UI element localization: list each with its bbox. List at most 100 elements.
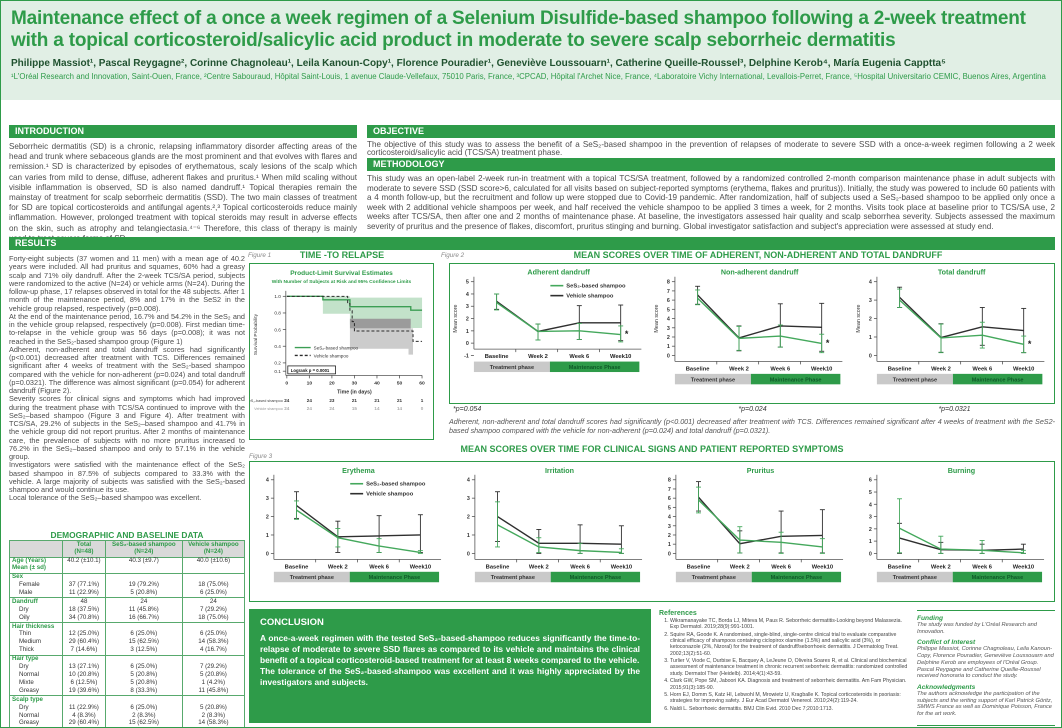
- svg-text:SeS₂-based shampoo: SeS₂-based shampoo: [250, 399, 283, 403]
- svg-text:2: 2: [667, 335, 670, 341]
- svg-text:4: 4: [467, 478, 470, 484]
- svg-text:*: *: [1028, 339, 1032, 349]
- affiliations-line: ¹L'Oréal Research and Innovation, Saint-…: [11, 71, 1046, 81]
- svg-text:0: 0: [285, 380, 288, 386]
- svg-text:Treatment phase: Treatment phase: [691, 377, 735, 383]
- table-row: Normal 4 (8.3%) 2 (8.3%) 2 (8.3%): [9, 712, 246, 720]
- figure3-header: MEAN SCORES OVER TIME FOR CLINICAL SIGNS…: [460, 444, 844, 454]
- svg-text:1.0: 1.0: [274, 294, 281, 299]
- chart-adherent-dandruff: Adherent dandruff 5 4 3 2 1 0 -1 Baseline Week 2 W…: [450, 264, 651, 403]
- svg-text:With Number of Subjects at Ris: With Number of Subjects at Risk and 95% …: [272, 279, 412, 285]
- pvalue-total: *p=0.0321: [938, 406, 971, 413]
- svg-text:5: 5: [667, 307, 670, 313]
- svg-text:6: 6: [667, 298, 670, 304]
- svg-text:0.1: 0.1: [274, 369, 281, 374]
- svg-text:Mean score: Mean score: [856, 305, 862, 333]
- pvalue-adherent: *p=0.054: [453, 406, 482, 413]
- svg-text:Irritation: Irritation: [545, 467, 574, 475]
- svg-text:20: 20: [329, 380, 335, 386]
- table-row: Normal 10 (20.8%) 5 (20.8%) 5 (20.8%): [9, 671, 246, 680]
- svg-text:Week10: Week10: [410, 564, 431, 570]
- figure3-label: Figure 3: [249, 453, 273, 460]
- authors-line: Philippe Massiot¹, Pascal Reygagne², Cor…: [11, 57, 946, 69]
- svg-text:Week 6: Week 6: [972, 564, 992, 570]
- chart-irritation: Irritation 4 3 2 1 0 Baseline Week 2 Week 6 Week1…: [451, 462, 652, 601]
- svg-text:0: 0: [467, 551, 470, 557]
- svg-text:30: 30: [352, 380, 358, 386]
- svg-text:7: 7: [667, 289, 670, 295]
- introduction-text: Seborrheic dermatitis (SD) is a chronic,…: [9, 142, 357, 243]
- svg-text:3: 3: [667, 326, 670, 332]
- chart-pruritus: Pruritus 8 7 6 5 4 3 2 1 0 Baseline Week 2 Week 6 Wee…: [652, 462, 853, 601]
- figure2-caption: Adherent, non-adherent and total dandruf…: [449, 417, 1055, 435]
- svg-text:0: 0: [869, 551, 872, 557]
- results-heading: RESULTS: [9, 237, 1055, 250]
- svg-text:SeS₂-based shampoo: SeS₂-based shampoo: [314, 345, 359, 350]
- svg-text:Week 2: Week 2: [729, 366, 749, 372]
- svg-text:Week 6: Week 6: [570, 564, 590, 570]
- conclusion-text: A once-a-week regimen with the tested Se…: [260, 633, 640, 687]
- svg-text:0: 0: [421, 406, 424, 411]
- svg-text:0: 0: [466, 341, 469, 347]
- svg-text:Maintenance Phase: Maintenance Phase: [770, 377, 822, 383]
- svg-text:Total dandruff: Total dandruff: [938, 269, 986, 277]
- reference-item: Wikramanayake TC, Borda LJ, Miteva M, Pa…: [670, 618, 909, 630]
- funding-text: The study was funded by L'Oréal Research…: [917, 622, 1037, 635]
- svg-text:Baseline: Baseline: [485, 354, 510, 360]
- svg-text:2: 2: [467, 515, 470, 521]
- svg-text:Maintenance Phase: Maintenance Phase: [971, 377, 1023, 383]
- svg-text:1: 1: [466, 329, 469, 335]
- svg-text:Baseline: Baseline: [888, 564, 913, 570]
- methodology-text: This study was an open-label 2-week run-…: [367, 174, 1055, 231]
- svg-text:0: 0: [869, 353, 872, 359]
- svg-text:Adherent dandruff: Adherent dandruff: [527, 269, 590, 277]
- svg-text:Week 2: Week 2: [730, 564, 750, 570]
- figure1-header: TIME -TO RELAPSE: [299, 250, 385, 260]
- svg-text:0.4: 0.4: [274, 344, 281, 349]
- svg-text:15: 15: [352, 406, 358, 411]
- methodology-heading: METHODOLOGY: [367, 158, 1055, 171]
- svg-text:5: 5: [668, 505, 671, 511]
- svg-text:1: 1: [667, 344, 670, 350]
- table-row: Scalp type: [9, 695, 246, 705]
- svg-text:Maintenance Phase: Maintenance Phase: [570, 575, 622, 581]
- svg-text:2: 2: [869, 317, 872, 323]
- svg-text:14: 14: [397, 406, 403, 411]
- svg-text:3: 3: [467, 496, 470, 502]
- objective-text: The objective of this study was to asses…: [367, 140, 1055, 158]
- svg-text:Time (in days): Time (in days): [337, 389, 372, 395]
- chart-nonadherent-dandruff: Non-adherent dandruff 8 7 6 5 4 3 2 1 0 Baseline We…: [651, 264, 852, 403]
- acknowledgments-text: The authors acknowledge the participatio…: [917, 690, 1053, 718]
- svg-text:Baseline: Baseline: [285, 564, 310, 570]
- chart-total-dandruff: Total dandruff 4 3 2 1 0 Baseline Week 2 Week 6 W…: [853, 264, 1054, 403]
- conflict-text: Philippe Massiot, Corinne Chagnoleau, Le…: [917, 646, 1054, 680]
- svg-text:Week10: Week10: [611, 564, 632, 570]
- reference-item: Naldi L. Seborrhoeic dermatitis. BMJ Cli…: [670, 706, 909, 712]
- svg-text:Baseline: Baseline: [686, 366, 711, 372]
- svg-text:1: 1: [421, 398, 424, 403]
- svg-text:4: 4: [667, 317, 670, 323]
- survival-chart: Product-Limit Survival Estimates With Num…: [246, 264, 433, 439]
- table-col-header: Vehicle shampoo (N=24): [181, 540, 246, 558]
- svg-text:2: 2: [466, 317, 469, 323]
- objective-heading: OBJECTIVE: [367, 125, 1055, 138]
- svg-text:Week10: Week10: [811, 366, 832, 372]
- svg-text:Mean score: Mean score: [453, 305, 459, 333]
- svg-text:SeS₂-based shampoo: SeS₂-based shampoo: [566, 284, 626, 290]
- table-row: Mixte 6 (12.5%) 5 (20.8%) 1 (4.2%): [9, 679, 246, 688]
- svg-text:1: 1: [467, 533, 470, 539]
- introduction-heading: INTRODUCTION: [9, 125, 357, 138]
- svg-text:Vehicle shampoo: Vehicle shampoo: [566, 294, 614, 300]
- svg-text:4: 4: [266, 478, 269, 484]
- table-row: Sex: [9, 572, 246, 582]
- acknowledgments-heading: Acknowledgments: [917, 683, 976, 691]
- svg-text:24: 24: [284, 398, 290, 403]
- table-row: Dandruff 48 24 24: [9, 597, 246, 607]
- svg-text:1: 1: [869, 539, 872, 545]
- svg-text:Week 6: Week 6: [369, 564, 389, 570]
- svg-text:Week 2: Week 2: [529, 564, 549, 570]
- reference-item: Turlier V, Viode C, Durbise E, Bacquey A…: [670, 658, 909, 677]
- figure2-box: Adherent dandruff 5 4 3 2 1 0 -1 Baseline Week 2 W…: [449, 263, 1055, 404]
- svg-text:40: 40: [374, 380, 380, 386]
- svg-text:Vehicle shampoo: Vehicle shampoo: [254, 407, 283, 411]
